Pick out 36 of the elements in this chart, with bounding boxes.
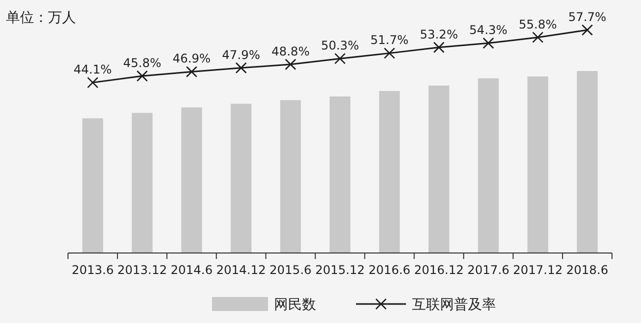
x-tick-label: 2017.12 <box>513 263 563 277</box>
x-tick-label: 2017.6 <box>467 263 510 277</box>
x-tick-label: 2014.6 <box>170 263 213 277</box>
data-label: 54.3% <box>469 23 508 38</box>
data-label: 46.9% <box>172 52 211 66</box>
x-tick-label: 2016.12 <box>414 263 464 277</box>
text: 单位：万人 <box>6 10 76 26</box>
bar <box>576 71 598 253</box>
bar <box>330 96 350 253</box>
x-tick-label: 2013.12 <box>117 263 167 277</box>
bar <box>280 100 301 253</box>
x-tick-label: 2014.12 <box>216 263 266 277</box>
bar <box>132 112 153 253</box>
x-tick-label: 2015.12 <box>315 263 365 277</box>
bar <box>379 91 400 253</box>
data-label: 50.3% <box>320 38 360 53</box>
data-label: 44.1% <box>74 62 112 77</box>
data-label: 55.8% <box>518 17 557 32</box>
bar <box>527 76 548 253</box>
bar <box>230 104 252 253</box>
bar <box>428 86 450 253</box>
bar <box>478 78 499 253</box>
x-tick-label: 2016.6 <box>368 263 410 277</box>
x-tick-label: 2015.6 <box>270 263 312 277</box>
x-tick-label: 2018.6 <box>566 263 608 277</box>
data-label: 47.9% <box>222 48 260 62</box>
legend-label: 网民数 <box>274 297 316 313</box>
data-label: 57.7% <box>568 10 606 24</box>
bar <box>181 107 202 253</box>
x-tick-label: 2013.6 <box>72 263 114 277</box>
bar <box>82 118 104 253</box>
data-label: 45.8% <box>123 56 162 70</box>
legend-label: 互联网普及率 <box>412 296 496 313</box>
data-label: 53.2% <box>420 27 458 42</box>
data-label: 51.7% <box>370 33 409 48</box>
data-label: 48.8% <box>271 44 310 58</box>
